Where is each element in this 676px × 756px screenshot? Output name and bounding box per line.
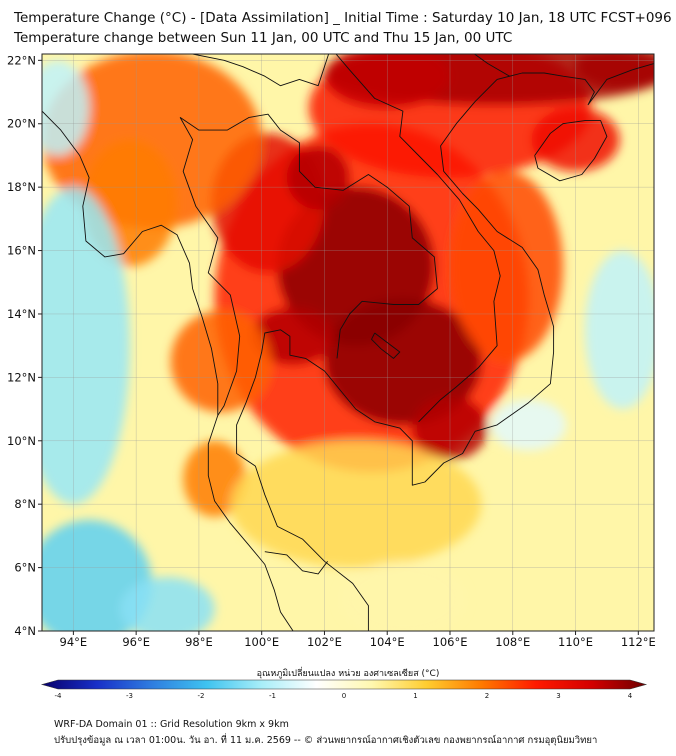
border-line [42,363,43,370]
colorbar-tick-label: 4 [628,692,633,700]
chart-title: Temperature Change (°C) - [Data Assimila… [14,10,672,26]
border-line [179,117,241,416]
field-blob [170,310,272,413]
longitude-axis: 94°E 96°E 98°E 100°E 102°E 104°E 106°E 108°E 110… [60,631,656,649]
field-blob [286,145,350,210]
lon-tick-label: 96°E [122,635,150,649]
field-blob [340,561,466,631]
border-line [264,551,328,575]
latitude-axis: 4°N 6°N 8°N 10°N 12°N 14°N 16°N 18°N 20°N 22°N [7,53,42,638]
footer-model-info: WRF-DA Domain 01 :: Grid Resolution 9km … [54,719,289,730]
lat-tick-label: 20°N [7,117,36,131]
coastline [534,120,608,182]
coastline [42,110,294,631]
lon-tick-label: 112°E [621,635,656,649]
colorbar-tick-label: -4 [55,692,63,700]
colorbar-title: อุณหภูมิเปลี่ยนแปลง หน่วย องศาเซลเซียส (… [257,666,440,679]
colorbar-tick-label: 2 [485,692,489,700]
lon-tick-label: 104°E [370,635,405,649]
colorbar-scale [40,679,648,690]
lat-tick-label: 8°N [14,497,36,511]
lon-tick-label: 98°E [185,635,213,649]
lon-tick-label: 100°E [244,635,279,649]
footer-credit: ปรับปรุงข้อมูล ณ เวลา 01:00น. วัน อา. ที… [54,735,598,746]
coastline [236,63,654,631]
colorbar-tick-label: -2 [198,692,205,700]
lat-tick-label: 6°N [14,561,36,575]
lat-tick-label: 14°N [7,307,36,321]
field-blob [450,171,563,362]
lat-tick-label: 18°N [7,180,36,194]
colorbar: อุณหภูมิเปลี่ยนแปลง หน่วย องศาเซลเซียส (… [40,666,648,700]
border-line [192,54,330,87]
lon-tick-label: 110°E [558,635,593,649]
lat-tick-label: 22°N [7,53,36,67]
lon-tick-label: 108°E [495,635,530,649]
field-blob [490,399,567,451]
field-blob [252,307,334,365]
coastlines-and-borders [42,54,654,631]
colorbar-tick-label: 3 [556,692,560,700]
lon-tick-label: 106°E [433,635,468,649]
map-gridlines [42,54,654,631]
lon-tick-label: 94°E [60,635,88,649]
border-line [335,54,501,423]
field-blob [584,250,654,410]
colorbar-tick-label: 0 [342,692,346,700]
field-blob [324,298,482,425]
field-blob [575,54,654,89]
lat-tick-label: 10°N [7,434,36,448]
field-blob [42,187,130,505]
lat-tick-label: 12°N [7,370,36,384]
colorbar-tick-label: 1 [413,692,417,700]
border-line [473,54,510,77]
colorbar-tick-label: -1 [269,692,276,700]
field-blob [120,577,215,631]
field-blob [42,60,90,156]
border-line [371,332,401,359]
lat-tick-label: 16°N [7,244,36,258]
map-frame [41,53,655,632]
border-line [179,113,438,359]
lon-tick-label: 102°E [307,635,342,649]
lat-tick-label: 4°N [14,624,36,638]
chart-subtitle: Temperature change between Sun 11 Jan, 0… [14,30,513,46]
colorbar-tick-label: -3 [126,692,133,700]
